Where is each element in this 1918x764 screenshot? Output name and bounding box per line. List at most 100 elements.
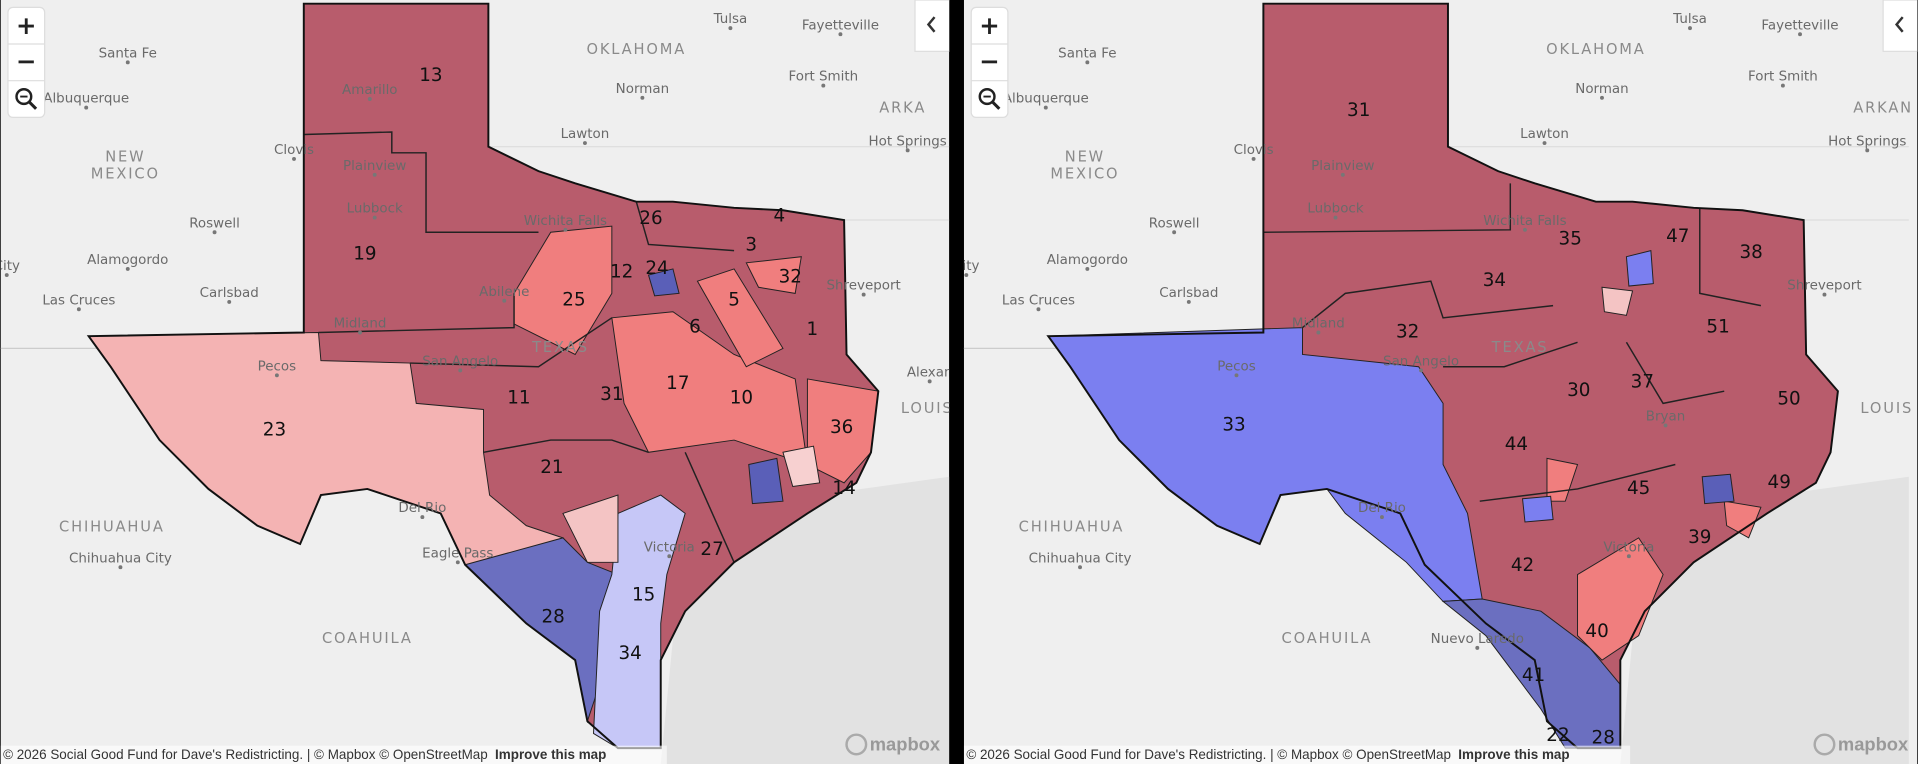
city-dot [274, 373, 279, 378]
city-label: City [0, 259, 20, 274]
map-panel: Tulsa Fayetteville Santa Fe OKLAHOMA Norman F… [0, 0, 954, 764]
city-label: Las Cruces [1002, 293, 1075, 308]
region-label: LOUIS [1860, 400, 1913, 417]
collapse-panel-button[interactable] [914, 0, 954, 52]
city-label: Eagle Pass [422, 546, 493, 561]
district-area [562, 494, 619, 563]
city-dot [212, 230, 217, 235]
improve-map-link[interactable]: Improve this map [495, 747, 606, 762]
city-label: Las Cruces [42, 293, 115, 308]
district-number: 47 [1666, 226, 1689, 247]
city-dot [1043, 105, 1048, 110]
district-area [1625, 249, 1654, 287]
region-label: CHIHUAHUA [59, 519, 165, 536]
city-dot [1663, 423, 1668, 428]
city-label: Pecos [258, 359, 297, 374]
collapse-panel-button[interactable] [1882, 0, 1918, 52]
city-label: Lubbock [1307, 202, 1363, 217]
district-border [1302, 280, 1554, 329]
texas-outline [86, 2, 880, 750]
city-dot [367, 97, 372, 101]
city-dot [502, 298, 507, 303]
district-area [1577, 537, 1664, 661]
city-label: Hot Springs [869, 134, 947, 149]
city-dot [1419, 368, 1424, 373]
city-label: Fort Smith [1748, 70, 1818, 85]
city-label: Plainview [1311, 159, 1374, 174]
city-dot [455, 560, 460, 565]
region-label: NEW [105, 148, 145, 165]
city-label: Midland [1292, 317, 1345, 332]
texas-outline [1046, 2, 1839, 750]
city-dot [1333, 215, 1338, 220]
region-label: OKLAHOMA [1546, 41, 1646, 58]
city-label: Roswell [189, 216, 240, 231]
district-number: 34 [619, 643, 642, 664]
city-label: Wichita Falls [524, 214, 607, 229]
city-label: City [953, 259, 979, 274]
district-number: 26 [639, 208, 662, 229]
city-dot [1379, 515, 1384, 520]
zoom-out-button[interactable]: − [16, 46, 36, 75]
district-number: 41 [1522, 665, 1545, 686]
district-number: 30 [1567, 380, 1590, 401]
attribution: © 2026 Social Good Fund for Dave's Redis… [966, 747, 1451, 762]
reset-zoom-icon[interactable] [978, 88, 996, 106]
zoom-out-button[interactable]: − [979, 46, 999, 75]
city-label: Del Rio [398, 501, 446, 516]
map-panel: Tulsa Fayetteville Santa Fe OKLAHOMA Norman F… [953, 0, 1918, 764]
district-number: 14 [832, 478, 855, 499]
city-label: Chihuahua City [1029, 551, 1132, 566]
district-number: 35 [1559, 229, 1582, 250]
district-border [318, 293, 515, 334]
city-label: Santa Fe [1058, 46, 1116, 61]
district-border [1263, 183, 1512, 233]
city-label: Fayetteville [802, 18, 879, 33]
district-number: 31 [600, 384, 623, 405]
district-number: 36 [830, 417, 853, 438]
city-dot [1085, 266, 1090, 271]
city-dot [76, 307, 81, 312]
region-label: COAHUILA [1282, 630, 1373, 647]
city-label: Santa Fe [99, 46, 157, 61]
district-number: 5 [728, 290, 740, 311]
district-number: 11 [507, 388, 530, 409]
region-label: MEXICO [1050, 165, 1119, 182]
city-dot [1475, 645, 1480, 650]
city-dot [358, 330, 362, 335]
district-number: 17 [666, 373, 689, 394]
district-area [696, 268, 784, 368]
district-number: 23 [263, 419, 286, 440]
district-border [1625, 341, 1725, 405]
district-number: 12 [610, 262, 633, 283]
district-border [684, 451, 735, 563]
city-label: Bryan [1646, 410, 1685, 425]
district-number: 40 [1585, 621, 1608, 642]
city-dot [1078, 565, 1082, 570]
region-label: CHIHUAHUA [1019, 519, 1125, 536]
zoom-in-button[interactable]: + [979, 11, 999, 40]
district-number: 4 [773, 205, 785, 226]
city-dot [125, 266, 130, 271]
city-label: Victoria [644, 540, 695, 555]
city-label: Fort Smith [788, 70, 858, 85]
district-number: 33 [1222, 414, 1245, 435]
district-number: 6 [689, 317, 701, 338]
district-number: 25 [562, 290, 585, 311]
reset-zoom-icon[interactable] [15, 88, 33, 106]
city-dot [582, 141, 587, 145]
district-number: 45 [1627, 478, 1650, 499]
city-dot [1251, 156, 1256, 161]
district-number: 37 [1631, 372, 1654, 393]
city-label: Pecos [1217, 359, 1256, 374]
city-label: Alamogordo [1047, 253, 1128, 268]
city-dot [1523, 227, 1527, 232]
city-dot [372, 215, 377, 220]
district-area [745, 256, 802, 294]
zoom-in-button[interactable]: + [16, 11, 36, 40]
district-number: 10 [730, 388, 753, 409]
district-number: 24 [645, 258, 668, 279]
district-number: 28 [541, 606, 564, 627]
district-area [1546, 457, 1579, 502]
improve-map-link[interactable]: Improve this map [1458, 747, 1569, 762]
